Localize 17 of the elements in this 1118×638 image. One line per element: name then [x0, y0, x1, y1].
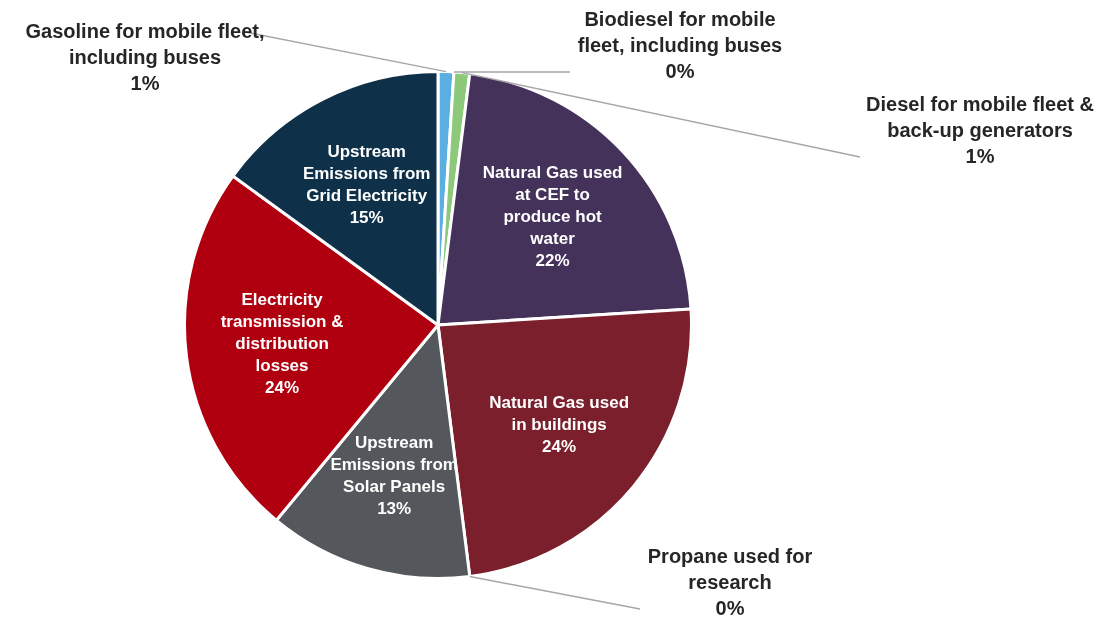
data-label: 1%: [965, 144, 995, 167]
data-label: 1%: [130, 71, 160, 94]
slice-label: Electricity transmission & distribution losses: [220, 290, 344, 376]
data-label: 24%: [542, 436, 577, 456]
slice-label: Natural Gas used at CEF to produce hot water: [482, 163, 623, 249]
data-label: 24%: [265, 378, 300, 398]
slice-label: Upstream Emissions from Grid Electricity: [302, 141, 431, 205]
data-label: 13%: [377, 498, 412, 518]
data-label: 15%: [349, 207, 384, 227]
data-label: 22%: [535, 251, 570, 271]
text: 0%: [665, 59, 695, 82]
slice-label: Diesel for mobile fleet & back-up generators: [866, 92, 1094, 141]
category-label: Propane used for research: [647, 544, 813, 593]
slice-label: Gasoline for mobile fleet, including buses: [25, 19, 265, 68]
category-label: Biodiesel for mobile fleet, including buses: [577, 7, 783, 56]
text: 0%: [715, 596, 745, 619]
slice-label: Natural Gas used in buildings: [489, 392, 630, 434]
